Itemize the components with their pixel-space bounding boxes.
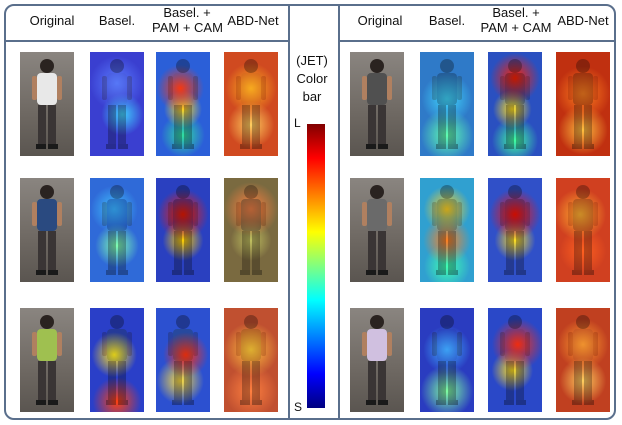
header-baseline-left: Basel. xyxy=(98,13,136,28)
attention-heatmap xyxy=(156,52,210,156)
pedestrian-silhouette xyxy=(432,185,462,275)
colorbar-title-line: (JET) xyxy=(296,53,328,68)
pedestrian-silhouette xyxy=(102,185,132,275)
attention-heatmap xyxy=(488,308,542,412)
pedestrian-silhouette xyxy=(168,315,198,405)
header-baseline-pam-cam-right: Basel. + PAM + CAM xyxy=(480,5,552,35)
pedestrian-silhouette xyxy=(32,185,62,275)
header-abdnet-right: ABD-Net xyxy=(557,13,609,28)
header-original-right: Original xyxy=(357,13,403,28)
figure-frame xyxy=(4,4,616,420)
pedestrian-silhouette xyxy=(362,59,392,149)
colorbar-title-line: Color xyxy=(296,71,328,86)
pedestrian-silhouette xyxy=(432,315,462,405)
colorbar-label-s: S xyxy=(294,400,303,414)
pedestrian-silhouette xyxy=(102,315,132,405)
header-baseline-right: Basel. xyxy=(428,13,466,28)
attention-heatmap xyxy=(224,308,278,412)
attention-heatmap xyxy=(156,178,210,282)
original-image xyxy=(350,52,404,156)
colorbar-title-line: bar xyxy=(302,89,322,104)
original-image xyxy=(20,308,74,412)
column-divider-left xyxy=(288,6,290,418)
pedestrian-silhouette xyxy=(102,59,132,149)
attention-heatmap xyxy=(420,178,474,282)
pedestrian-silhouette xyxy=(500,185,530,275)
attention-heatmap xyxy=(90,308,144,412)
original-image xyxy=(20,52,74,156)
header-divider-left xyxy=(6,40,290,42)
attention-heatmap xyxy=(488,52,542,156)
pedestrian-silhouette xyxy=(32,59,62,149)
original-image xyxy=(350,308,404,412)
pedestrian-silhouette xyxy=(568,315,598,405)
jet-colorbar xyxy=(307,124,325,408)
attention-heatmap xyxy=(224,178,278,282)
attention-heatmap xyxy=(420,308,474,412)
header-baseline-pam-cam-left: Basel. + PAM + CAM xyxy=(152,5,223,35)
pedestrian-silhouette xyxy=(236,185,266,275)
original-image xyxy=(20,178,74,282)
pedestrian-silhouette xyxy=(568,185,598,275)
attention-heatmap xyxy=(420,52,474,156)
attention-heatmap xyxy=(224,52,278,156)
pedestrian-silhouette xyxy=(362,315,392,405)
attention-heatmap xyxy=(556,178,610,282)
attention-heatmap xyxy=(90,52,144,156)
header-divider-right xyxy=(340,40,614,42)
pedestrian-silhouette xyxy=(568,59,598,149)
header-abdnet-left: ABD-Net xyxy=(227,13,279,28)
colorbar-label-l: L xyxy=(294,116,301,130)
pedestrian-silhouette xyxy=(168,59,198,149)
pedestrian-silhouette xyxy=(168,185,198,275)
attention-heatmap xyxy=(90,178,144,282)
colorbar-title: (JET) Color bar xyxy=(290,52,334,106)
pedestrian-silhouette xyxy=(432,59,462,149)
attention-heatmap xyxy=(156,308,210,412)
pedestrian-silhouette xyxy=(500,59,530,149)
attention-heatmap xyxy=(556,52,610,156)
header-original-left: Original xyxy=(29,13,75,28)
column-divider-right xyxy=(338,6,340,418)
pedestrian-silhouette xyxy=(236,59,266,149)
pedestrian-silhouette xyxy=(32,315,62,405)
pedestrian-silhouette xyxy=(236,315,266,405)
pedestrian-silhouette xyxy=(500,315,530,405)
attention-heatmap xyxy=(488,178,542,282)
attention-heatmap xyxy=(556,308,610,412)
original-image xyxy=(350,178,404,282)
pedestrian-silhouette xyxy=(362,185,392,275)
